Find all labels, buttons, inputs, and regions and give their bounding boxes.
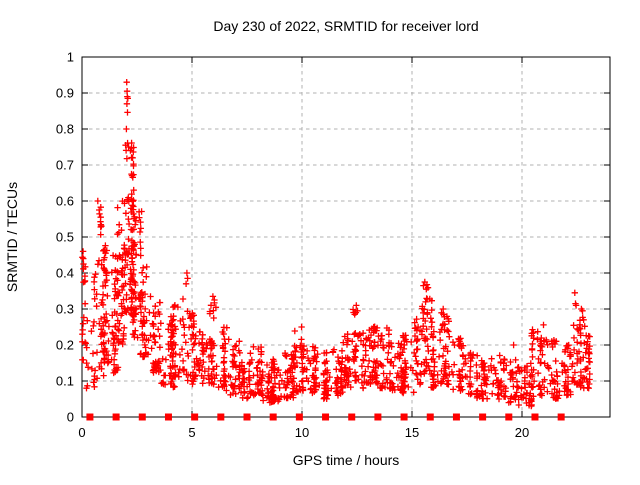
y-tick-label: 0.9 <box>56 86 74 101</box>
x-axis-label: GPS time / hours <box>293 452 400 468</box>
chart-title: Day 230 of 2022, SRMTID for receiver lor… <box>213 18 478 34</box>
baseline-square-marker <box>531 413 539 421</box>
baseline-square-marker <box>479 413 487 421</box>
y-axis-label: SRMTID / TECUs <box>4 182 20 292</box>
baseline-square-marker <box>86 413 94 421</box>
x-tick-label: 20 <box>515 425 529 440</box>
y-tick-label: 0.2 <box>56 338 74 353</box>
baseline-square-marker <box>295 413 303 421</box>
baseline-marker-series <box>86 413 565 421</box>
x-tick-label: 15 <box>405 425 419 440</box>
baseline-square-marker <box>243 413 251 421</box>
y-tick-label: 0.1 <box>56 374 74 389</box>
y-tick-label: 0.7 <box>56 158 74 173</box>
baseline-square-marker <box>505 413 513 421</box>
srmtid-scatter-series <box>79 79 593 410</box>
baseline-square-marker <box>112 413 120 421</box>
baseline-square-marker <box>557 413 565 421</box>
baseline-square-marker <box>400 413 408 421</box>
y-tick-label: 0 <box>67 410 74 425</box>
baseline-square-marker <box>322 413 330 421</box>
baseline-square-marker <box>164 413 172 421</box>
tick-labels: 0 5 10 15 20 0 0.1 0.2 0.3 0.4 0.5 0.6 0.7 0.8 0.9 1 <box>56 50 529 441</box>
baseline-square-marker <box>138 413 146 421</box>
y-tick-label: 0.5 <box>56 230 74 245</box>
y-tick-label: 0.3 <box>56 302 74 317</box>
x-tick-label: 5 <box>188 425 195 440</box>
x-tick-label: 0 <box>78 425 85 440</box>
x-tick-label: 10 <box>295 425 309 440</box>
baseline-square-marker <box>191 413 199 421</box>
baseline-square-marker <box>217 413 225 421</box>
baseline-square-marker <box>374 413 382 421</box>
plot-border <box>81 56 611 418</box>
baseline-square-marker <box>269 413 277 421</box>
baseline-square-marker <box>348 413 356 421</box>
baseline-square-marker <box>452 413 460 421</box>
baseline-square-marker <box>426 413 434 421</box>
y-tick-label: 0.6 <box>56 194 74 209</box>
y-tick-label: 0.4 <box>56 266 74 281</box>
y-tick-label: 0.8 <box>56 122 74 137</box>
y-tick-label: 1 <box>67 50 74 65</box>
